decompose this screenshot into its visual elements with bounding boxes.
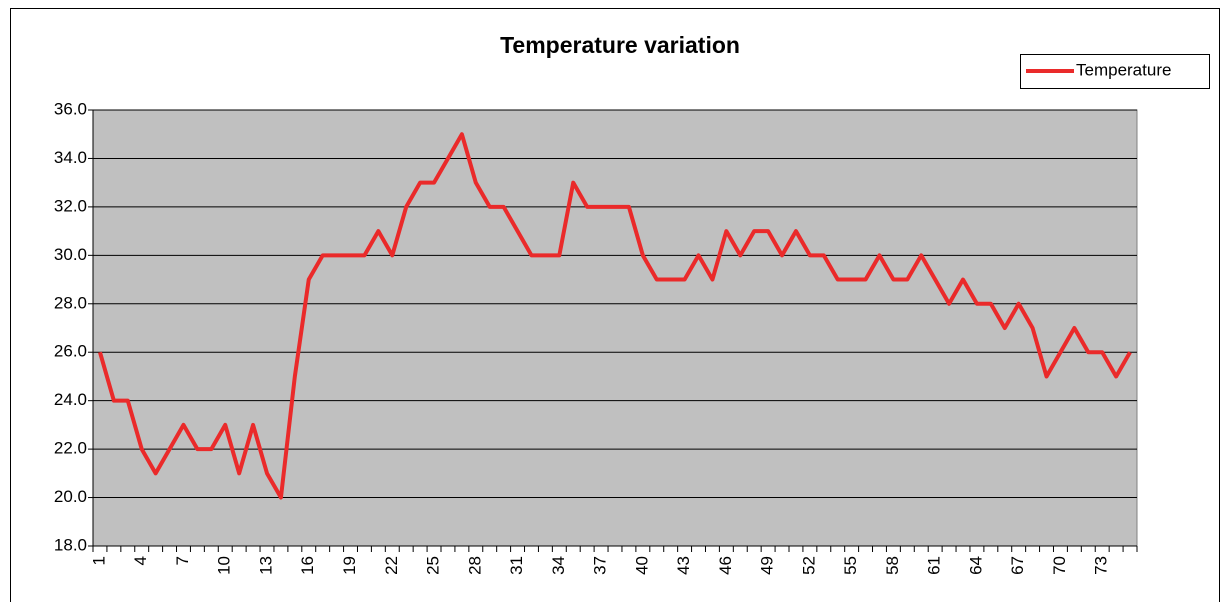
x-tick-label: 49: [758, 556, 777, 575]
x-tick-label: 25: [424, 556, 443, 575]
y-tick-label: 26.0: [54, 342, 87, 361]
y-tick-label: 34.0: [54, 148, 87, 167]
x-tick-label: 34: [549, 556, 568, 575]
x-tick-label: 64: [966, 556, 985, 575]
x-tick-label: 55: [841, 556, 860, 575]
x-tick-label: 31: [507, 556, 526, 575]
x-tick-label: 43: [674, 556, 693, 575]
x-tick-label: 40: [632, 556, 651, 575]
x-tick-label: 4: [131, 556, 150, 565]
x-tick-label: 70: [1050, 556, 1069, 575]
x-tick-label: 61: [925, 556, 944, 575]
data-line: [98, 132, 1132, 500]
legend-label: Temperature: [1076, 60, 1171, 79]
x-tick-label: 37: [591, 556, 610, 575]
x-tick-label: 52: [799, 556, 818, 575]
y-tick-label: 36.0: [54, 99, 87, 118]
x-tick-label: 46: [716, 556, 735, 575]
x-tick-label: 22: [382, 556, 401, 575]
y-tick-label: 22.0: [54, 439, 87, 458]
x-tick-label: 58: [883, 556, 902, 575]
x-tick-label: 16: [298, 556, 317, 575]
y-tick-label: 24.0: [54, 390, 87, 409]
x-tick-label: 10: [215, 556, 234, 575]
x-tick-label: 67: [1008, 556, 1027, 575]
x-tick-label: 28: [465, 556, 484, 575]
x-tick-label: 1: [89, 556, 108, 565]
y-tick-label: 30.0: [54, 245, 87, 264]
y-tick-label: 20.0: [54, 487, 87, 506]
x-tick-label: 19: [340, 556, 359, 575]
x-tick-label: 7: [173, 556, 192, 565]
plot-area: [92, 109, 1138, 547]
x-tick-label: 13: [256, 556, 275, 575]
y-tick-label: 18.0: [54, 535, 87, 554]
y-tick-label: 32.0: [54, 196, 87, 215]
chart-title: Temperature variation: [500, 32, 740, 58]
y-tick-label: 28.0: [54, 293, 87, 312]
x-tick-label: 73: [1092, 556, 1111, 575]
